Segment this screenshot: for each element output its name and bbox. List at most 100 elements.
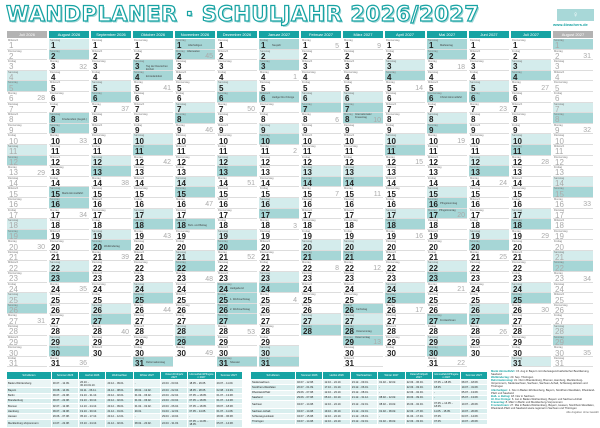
- day-cell[interactable]: Montag 28 53: [217, 325, 257, 336]
- day-cell[interactable]: Dienstag 9: [301, 124, 341, 135]
- day-cell[interactable]: Montag 21 39: [91, 251, 131, 262]
- day-cell[interactable]: Freitag 14: [427, 177, 467, 188]
- day-cell[interactable]: Mittwoch 20: [259, 240, 299, 251]
- day-cell[interactable]: Samstag 20: [343, 240, 383, 251]
- day-cell[interactable]: Freitag 27: [175, 314, 215, 325]
- day-cell[interactable]: Sonntag 29: [553, 335, 593, 346]
- day-cell[interactable]: Donnerstag 7: [259, 103, 299, 113]
- day-cell[interactable]: Sonntag 23: [49, 272, 89, 283]
- day-cell[interactable]: Dienstag 9: [343, 124, 383, 135]
- day-cell[interactable]: Samstag 14: [553, 176, 593, 188]
- day-cell[interactable]: Freitag 9: [511, 124, 551, 135]
- day-cell[interactable]: Mittwoch 1: [7, 39, 47, 50]
- day-cell[interactable]: Mittwoch 14: [511, 177, 551, 188]
- day-cell[interactable]: Donnerstag 5: [553, 81, 593, 92]
- day-cell[interactable]: Montag 2 45 Allerseelen: [175, 49, 215, 60]
- day-cell[interactable]: Donnerstag 24: [469, 283, 509, 293]
- day-cell[interactable]: Donnerstag 20: [49, 240, 89, 251]
- day-cell[interactable]: Samstag 23: [259, 272, 299, 283]
- day-cell[interactable]: Montag 19 16: [385, 230, 425, 240]
- day-cell[interactable]: Samstag 5: [469, 81, 509, 92]
- day-cell[interactable]: Sonntag 22: [175, 261, 215, 272]
- day-cell[interactable]: Freitag 13: [553, 166, 593, 177]
- day-cell[interactable]: Dienstag 13: [511, 166, 551, 177]
- day-cell[interactable]: Samstag 12: [217, 155, 257, 166]
- day-cell[interactable]: Freitag 2: [511, 50, 551, 60]
- day-cell[interactable]: Samstag 27: [301, 314, 341, 325]
- day-cell[interactable]: Sonntag 16 Pfingstsonntag: [427, 197, 467, 209]
- day-cell[interactable]: Sonntag 20 Weltkindertag: [91, 240, 131, 251]
- day-cell[interactable]: Sonntag 1 Allerheiligen: [175, 39, 215, 50]
- day-cell[interactable]: Donnerstag 4: [343, 71, 383, 82]
- day-cell[interactable]: Dienstag 13: [133, 166, 173, 177]
- day-cell[interactable]: Montag 25 4: [259, 293, 299, 304]
- day-cell[interactable]: Mittwoch 19: [49, 230, 89, 240]
- day-cell[interactable]: Mittwoch 29: [7, 336, 47, 346]
- day-cell[interactable]: Montag 3 32: [49, 60, 89, 71]
- day-cell[interactable]: Freitag 6: [553, 92, 593, 103]
- day-cell[interactable]: Donnerstag 19: [553, 230, 593, 240]
- day-cell[interactable]: Mittwoch 17: [301, 209, 341, 219]
- day-cell[interactable]: Samstag 12: [91, 155, 131, 166]
- day-cell[interactable]: Sonntag 19: [7, 229, 47, 240]
- day-cell[interactable]: Dienstag 19: [259, 230, 299, 240]
- day-cell[interactable]: Mittwoch 18: [553, 219, 593, 230]
- day-cell[interactable]: Dienstag 24: [553, 283, 593, 293]
- day-cell[interactable]: Donnerstag 1: [133, 39, 173, 50]
- day-cell[interactable]: Samstag 10: [511, 134, 551, 145]
- day-cell[interactable]: Montag 14 24: [469, 177, 509, 188]
- day-cell[interactable]: Mittwoch 25: [175, 293, 215, 304]
- day-cell[interactable]: Mittwoch 24: [343, 283, 383, 293]
- day-cell[interactable]: Freitag 11: [469, 145, 509, 156]
- day-cell[interactable]: Samstag 3 Tag der Deutschen Einheit: [133, 60, 173, 71]
- day-cell[interactable]: Dienstag 20: [133, 240, 173, 251]
- day-cell[interactable]: Mittwoch 9: [469, 124, 509, 135]
- day-cell[interactable]: Samstag 29: [427, 335, 467, 346]
- day-cell[interactable]: Sonntag 15: [553, 187, 593, 198]
- day-cell[interactable]: Freitag 19: [301, 230, 341, 240]
- day-cell[interactable]: Dienstag 17: [553, 209, 593, 219]
- day-cell[interactable]: Montag 27 31: [7, 314, 47, 325]
- day-cell[interactable]: Mittwoch 7: [511, 103, 551, 113]
- day-cell[interactable]: Dienstag 23: [343, 272, 383, 283]
- day-cell[interactable]: Freitag 29: [259, 336, 299, 346]
- day-cell[interactable]: Sonntag 18: [385, 219, 425, 230]
- day-cell[interactable]: Sonntag 1: [553, 39, 593, 50]
- day-cell[interactable]: Samstag 1: [49, 39, 89, 50]
- day-cell[interactable]: Donnerstag 8: [385, 113, 425, 124]
- day-cell[interactable]: Mittwoch 28: [511, 325, 551, 336]
- day-cell[interactable]: Montag 16 33: [553, 198, 593, 209]
- day-cell[interactable]: Dienstag 25: [49, 293, 89, 304]
- day-cell[interactable]: Mittwoch 18 Buß- und Bettag: [175, 219, 215, 230]
- day-cell[interactable]: Sonntag 18: [511, 219, 551, 230]
- day-cell[interactable]: Freitag 20: [175, 240, 215, 251]
- day-cell[interactable]: Freitag 9: [385, 124, 425, 135]
- day-cell[interactable]: Samstag 8: [427, 113, 467, 124]
- day-cell[interactable]: Dienstag 11: [49, 145, 89, 156]
- day-cell[interactable]: Mittwoch 16: [217, 198, 257, 209]
- day-cell[interactable]: Sonntag 27: [91, 314, 131, 325]
- day-cell[interactable]: Samstag 12: [469, 155, 509, 166]
- day-cell[interactable]: Donnerstag 11: [301, 145, 341, 156]
- day-cell[interactable]: Freitag 23: [511, 272, 551, 283]
- day-cell[interactable]: Freitag 22: [259, 261, 299, 272]
- day-cell[interactable]: Samstag 22: [427, 261, 467, 272]
- day-cell[interactable]: Dienstag 4: [427, 71, 467, 82]
- day-cell[interactable]: Montag 9 32: [553, 124, 593, 135]
- day-cell[interactable]: Freitag 14: [49, 177, 89, 188]
- day-cell[interactable]: Mittwoch 19: [427, 230, 467, 240]
- day-cell[interactable]: Dienstag 28: [7, 325, 47, 336]
- day-cell[interactable]: Montag 18 3: [259, 219, 299, 230]
- day-cell[interactable]: Dienstag 17: [175, 209, 215, 219]
- day-cell[interactable]: Sonntag 7: [343, 102, 383, 113]
- day-cell[interactable]: Sonntag 13: [217, 166, 257, 177]
- day-cell[interactable]: Sonntag 2: [49, 49, 89, 60]
- day-cell[interactable]: Freitag 11: [217, 145, 257, 156]
- day-cell[interactable]: Samstag 24: [133, 282, 173, 293]
- day-cell[interactable]: Freitag 26 Karfreitag: [343, 303, 383, 315]
- day-cell[interactable]: Donnerstag 28: [259, 325, 299, 336]
- day-cell[interactable]: Dienstag 14: [7, 177, 47, 188]
- day-cell[interactable]: Sonntag 13: [91, 166, 131, 177]
- day-cell[interactable]: Mittwoch 28: [133, 325, 173, 336]
- day-cell[interactable]: Montag 12 28: [511, 156, 551, 166]
